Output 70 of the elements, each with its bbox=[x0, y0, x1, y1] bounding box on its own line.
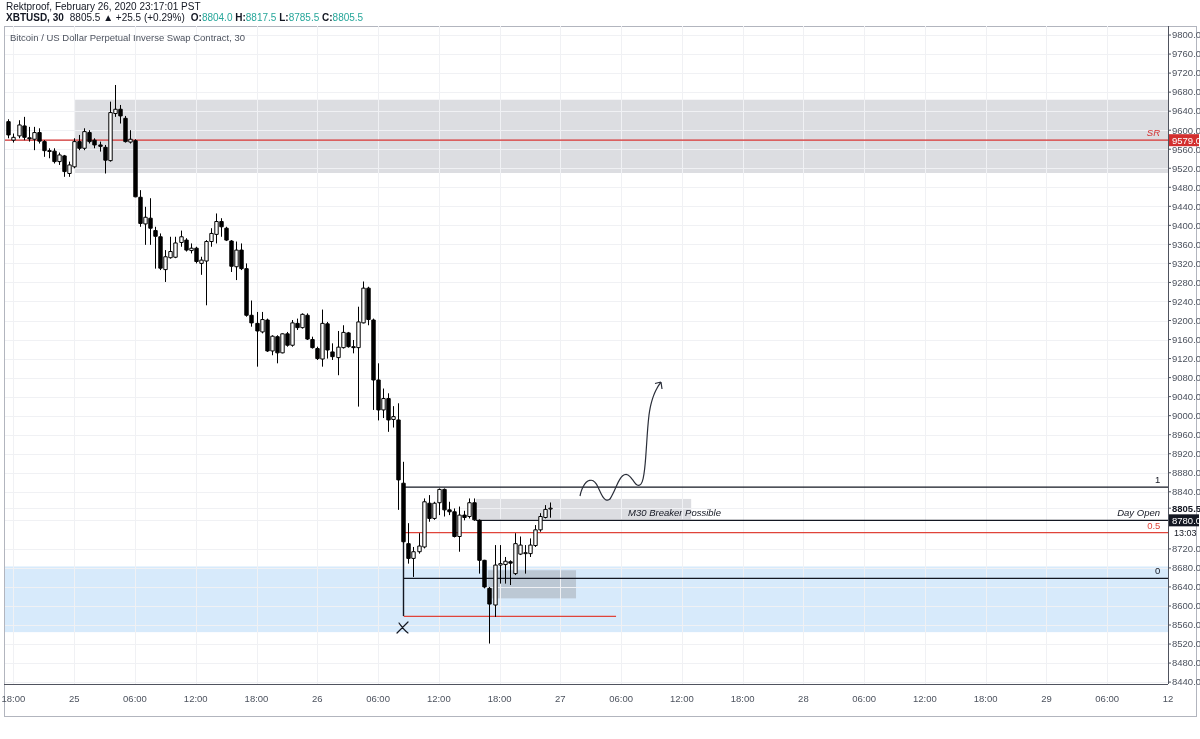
y-tick-label: 8560.0 bbox=[1172, 619, 1200, 631]
annotation: 0 bbox=[1155, 565, 1161, 577]
annotation: 0.5 bbox=[1147, 519, 1161, 531]
y-tick-label: 9760.0 bbox=[1172, 48, 1200, 60]
x-tick-label: 26 bbox=[311, 693, 323, 704]
y-tick-label: 8880.0 bbox=[1172, 467, 1200, 479]
y-tick-label: 8520.0 bbox=[1172, 638, 1200, 650]
x-tick-label: 06:00 bbox=[609, 693, 633, 704]
y-tick-label: 8480.0 bbox=[1172, 657, 1200, 669]
y-tick-label: 9200.0 bbox=[1172, 314, 1200, 326]
y-tick-label: 9120.0 bbox=[1172, 352, 1200, 364]
x-tick-label: 12:00 bbox=[913, 693, 937, 704]
x-tick-label: 06:00 bbox=[852, 693, 877, 704]
ref-line-label: Day Open bbox=[1117, 507, 1160, 519]
y-tick-label: 8680.0 bbox=[1172, 562, 1200, 574]
text: Rektproof, February 26, 2020 23:17:01 PST bbox=[6, 1, 201, 12]
band-label: M30 Breaker Possible bbox=[628, 507, 721, 519]
y-tick-label: 9480.0 bbox=[1172, 181, 1200, 193]
x-tick-label: 06:00 bbox=[1095, 693, 1120, 704]
y-tick-label: 9280.0 bbox=[1172, 276, 1200, 288]
x-tick-label: 12 bbox=[1162, 693, 1174, 704]
y-tick-label: 8960.0 bbox=[1172, 429, 1200, 441]
y-tick-label: 9579.0 bbox=[1172, 134, 1200, 146]
y-tick-label: 9560.0 bbox=[1172, 143, 1200, 155]
text: O:8804.0 H:8817.5 L:8785.5 C:8805.5 bbox=[190, 12, 364, 23]
text: 8805.5 ▲ +25.5 (+0.29%) bbox=[69, 12, 185, 23]
x-tick-label: 18:00 bbox=[973, 693, 998, 704]
x-tick-label: 18:00 bbox=[487, 693, 512, 704]
y-tick-label: 8720.0 bbox=[1172, 543, 1200, 555]
x-tick-label: 27 bbox=[555, 693, 566, 704]
y-tick-label: 9360.0 bbox=[1172, 238, 1200, 250]
y-tick-label: 8600.0 bbox=[1172, 600, 1200, 612]
y-tick-label: 8640.0 bbox=[1172, 581, 1200, 593]
x-tick-label: 06:00 bbox=[366, 693, 390, 704]
y-tick-label: 9320.0 bbox=[1172, 257, 1200, 269]
x-tick-label: 18:00 bbox=[1, 693, 26, 704]
y-tick-label: 9640.0 bbox=[1172, 105, 1200, 117]
x-tick-label: 12:00 bbox=[183, 693, 208, 704]
y-tick-label: 8780.0 bbox=[1172, 514, 1200, 526]
x-tick-label: 12:00 bbox=[669, 693, 694, 704]
x-tick-label: 06:00 bbox=[123, 693, 147, 704]
ref-line-label: SR bbox=[1146, 127, 1161, 139]
y-tick-label: 9520.0 bbox=[1172, 162, 1200, 174]
text: 13:03 bbox=[1174, 528, 1197, 539]
candlestick bbox=[6, 118, 11, 139]
y-tick-label: 9600.0 bbox=[1172, 124, 1200, 136]
y-tick-label: 9000.0 bbox=[1172, 409, 1200, 421]
text: XBTUSD, 30 bbox=[6, 12, 65, 23]
y-tick-label: 9440.0 bbox=[1172, 200, 1200, 212]
y-tick-label: 9040.0 bbox=[1172, 390, 1200, 402]
text: Bitcoin / US Dollar Perpetual Inverse Swap Contract, 30 bbox=[10, 32, 245, 43]
y-tick-label: 8920.0 bbox=[1172, 448, 1200, 460]
x-tick-label: 18:00 bbox=[730, 693, 755, 704]
y-tick-label: 8440.0 bbox=[1172, 676, 1200, 688]
y-tick-label: 9800.0 bbox=[1172, 29, 1200, 41]
candlestick bbox=[11, 133, 16, 144]
y-tick-label: 9680.0 bbox=[1172, 86, 1200, 98]
y-tick-label: 8805.5 bbox=[1172, 502, 1200, 514]
y-tick-label: 9240.0 bbox=[1172, 295, 1200, 307]
y-tick-label: 8840.0 bbox=[1172, 486, 1200, 498]
x-tick-label: 12:00 bbox=[426, 693, 451, 704]
y-tick-label: 9080.0 bbox=[1172, 371, 1200, 383]
x-tick-label: 18:00 bbox=[244, 693, 269, 704]
y-tick-label: 9400.0 bbox=[1172, 219, 1200, 231]
x-tick-label: 25 bbox=[68, 693, 80, 704]
annotation: 1 bbox=[1155, 474, 1161, 486]
x-tick-label: 28 bbox=[798, 693, 809, 704]
y-tick-label: 9160.0 bbox=[1172, 333, 1200, 345]
x-tick-label: 29 bbox=[1041, 693, 1052, 704]
y-tick-label: 9720.0 bbox=[1172, 67, 1200, 79]
